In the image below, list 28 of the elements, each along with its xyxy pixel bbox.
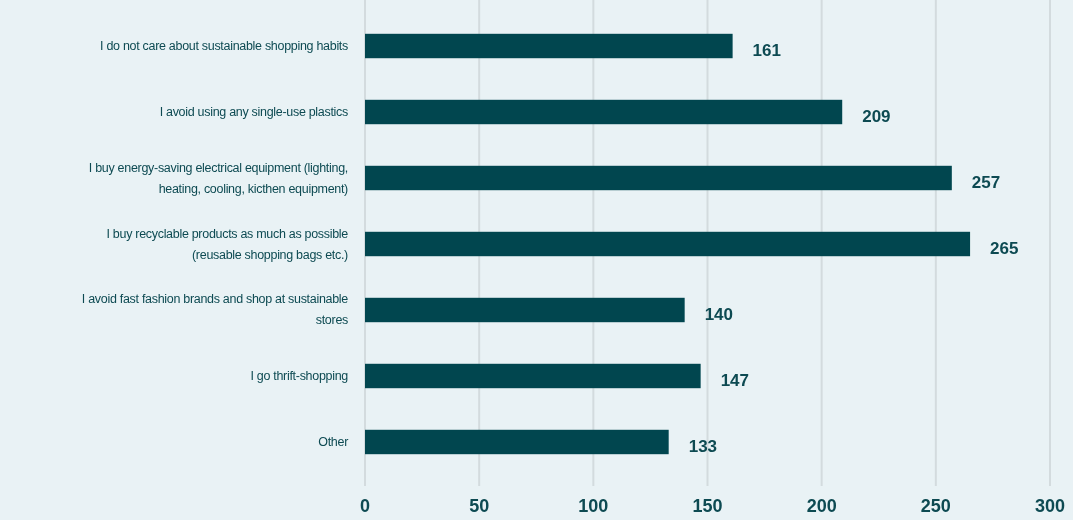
- y-tick-label: I do not care about sustainable shopping habits: [100, 39, 349, 54]
- data-label: 265: [990, 239, 1019, 258]
- bar: [365, 363, 701, 389]
- data-label: 133: [688, 436, 718, 456]
- data-label: 257: [971, 173, 1001, 192]
- y-tick-label: I avoid using any single-use plastics: [159, 105, 349, 120]
- y-tick-label: I buy energy-saving electrical equipment (lighting, heating, cooling, kicthen equipment): [88, 160, 349, 196]
- y-tick-label: I go thrift-shopping: [250, 368, 349, 383]
- bar: [365, 231, 971, 257]
- y-tick-label: Other: [318, 434, 349, 449]
- bar: [365, 165, 952, 191]
- data-label: 140: [704, 305, 734, 324]
- x-tick-label: 150: [692, 496, 723, 516]
- x-tick-label: 50: [469, 496, 490, 516]
- x-tick-label: 300: [1034, 496, 1066, 516]
- bar: [365, 33, 733, 59]
- bar: [365, 297, 685, 323]
- x-tick-label: 0: [359, 496, 371, 516]
- data-label: 147: [720, 370, 750, 390]
- x-tick-label: 250: [920, 496, 951, 516]
- x-tick-label: 200: [806, 496, 837, 516]
- data-label: 161: [752, 41, 781, 61]
- y-tick-label: I avoid fast fashion brands and shop at sustainable stores: [81, 292, 349, 328]
- bar: [365, 99, 843, 125]
- data-label: 209: [862, 107, 891, 127]
- y-tick-label: I buy recyclable products as much as possible (reusable shopping bags etc.): [106, 226, 349, 262]
- bar: [365, 429, 669, 455]
- x-tick-label: 100: [578, 496, 609, 516]
